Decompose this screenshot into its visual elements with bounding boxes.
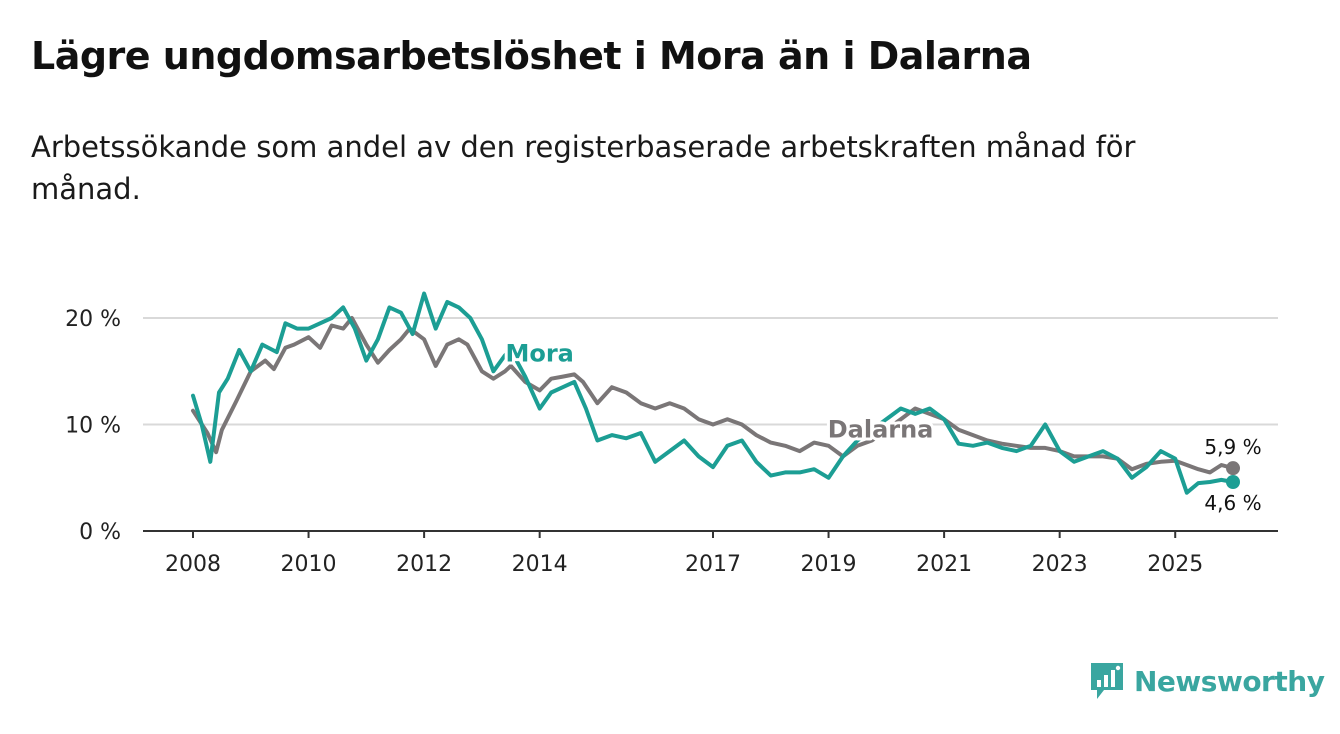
dalarna-series-line bbox=[191, 316, 1235, 475]
y-tick-label: 10 % bbox=[65, 414, 121, 439]
series-end-label: 5,9 % bbox=[1204, 435, 1261, 459]
x-tick-label: 2008 bbox=[165, 552, 221, 577]
x-tick-label: 2025 bbox=[1147, 552, 1203, 577]
dalarna-series-label: Dalarna bbox=[828, 415, 934, 443]
mora-series-line bbox=[191, 291, 1235, 495]
newsworthy-logo-icon bbox=[1091, 663, 1123, 699]
chart-subtitle: Arbetssökande som andel av den registerb… bbox=[31, 130, 1136, 206]
x-tick-label: 2019 bbox=[801, 552, 857, 577]
y-tick-label: 20 % bbox=[65, 307, 121, 332]
x-tick-label: 2012 bbox=[396, 552, 452, 577]
chart-title: Lägre ungdomsarbetslöshet i Mora än i Da… bbox=[31, 34, 1032, 78]
y-tick-label: 0 % bbox=[79, 520, 121, 545]
brand: Newsworthy bbox=[1088, 660, 1325, 702]
brand-name: Newsworthy bbox=[1134, 664, 1325, 698]
x-tick-label: 2023 bbox=[1032, 552, 1088, 577]
series-end-point bbox=[1226, 461, 1240, 476]
mora-series-label: Mora bbox=[505, 340, 573, 368]
series-end-label: 4,6 % bbox=[1204, 491, 1261, 515]
series-end-point bbox=[1226, 475, 1240, 490]
x-tick-label: 2010 bbox=[281, 552, 337, 577]
x-tick-label: 2017 bbox=[685, 552, 741, 577]
x-tick-label: 2014 bbox=[512, 552, 568, 577]
x-tick-label: 2021 bbox=[916, 552, 972, 577]
